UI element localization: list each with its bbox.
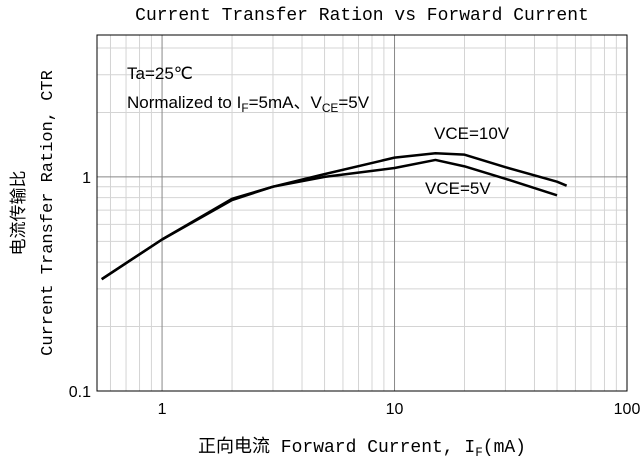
annotation: Normalized to IF=5mA、VCE=5V bbox=[127, 93, 370, 115]
text-part: 正向电流 Forward Current, I bbox=[198, 436, 475, 458]
x-axis-label: 正向电流 Forward Current, IF(mA) bbox=[198, 436, 526, 460]
annotation: Ta=25℃ bbox=[127, 64, 193, 83]
text-part: Ta=25℃ bbox=[127, 64, 193, 83]
series-label: VCE=5V bbox=[425, 179, 491, 198]
subscript: CE bbox=[322, 101, 339, 115]
y-tick-label: 0.1 bbox=[69, 384, 91, 401]
y-tick-label: 1 bbox=[82, 170, 91, 187]
x-tick-label: 100 bbox=[614, 401, 641, 418]
text-part: =5mA、V bbox=[249, 93, 323, 112]
x-tick-label: 10 bbox=[386, 401, 404, 418]
plot-frame bbox=[96, 34, 628, 392]
series-label: VCE=10V bbox=[434, 124, 510, 143]
series-line bbox=[101, 158, 558, 281]
y-axis-label: Current Transfer Ration, CTR bbox=[39, 70, 58, 356]
series-line bbox=[101, 151, 568, 281]
text-part: =5V bbox=[338, 93, 369, 112]
y-axis-label: 电流传输比 bbox=[9, 171, 30, 256]
x-tick-label: 1 bbox=[158, 401, 167, 418]
subscript: F bbox=[241, 101, 248, 115]
subscript: F bbox=[475, 446, 483, 460]
text-part: Normalized to I bbox=[127, 93, 241, 112]
chart-title: Current Transfer Ration vs Forward Curre… bbox=[135, 6, 589, 26]
text-part: (mA) bbox=[483, 438, 526, 458]
